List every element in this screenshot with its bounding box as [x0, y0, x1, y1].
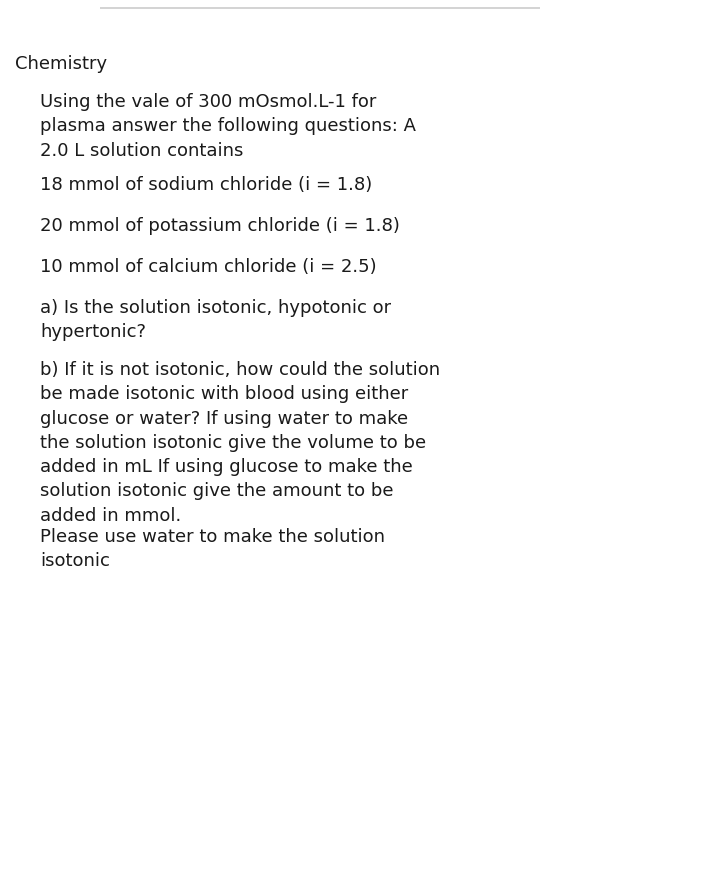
Text: 20 mmol of potassium chloride (i = 1.8): 20 mmol of potassium chloride (i = 1.8): [40, 217, 400, 235]
Text: Using the vale of 300 mOsmol.L-1 for
plasma answer the following questions: A
2.: Using the vale of 300 mOsmol.L-1 for pla…: [40, 93, 416, 160]
Text: Please use water to make the solution
isotonic: Please use water to make the solution is…: [40, 528, 385, 570]
Text: b) If it is not isotonic, how could the solution
be made isotonic with blood usi: b) If it is not isotonic, how could the …: [40, 361, 440, 525]
Text: 18 mmol of sodium chloride (i = 1.8): 18 mmol of sodium chloride (i = 1.8): [40, 176, 372, 194]
Text: Chemistry: Chemistry: [15, 55, 107, 73]
Text: 10 mmol of calcium chloride (i = 2.5): 10 mmol of calcium chloride (i = 2.5): [40, 258, 377, 276]
Text: a) Is the solution isotonic, hypotonic or
hypertonic?: a) Is the solution isotonic, hypotonic o…: [40, 299, 391, 342]
